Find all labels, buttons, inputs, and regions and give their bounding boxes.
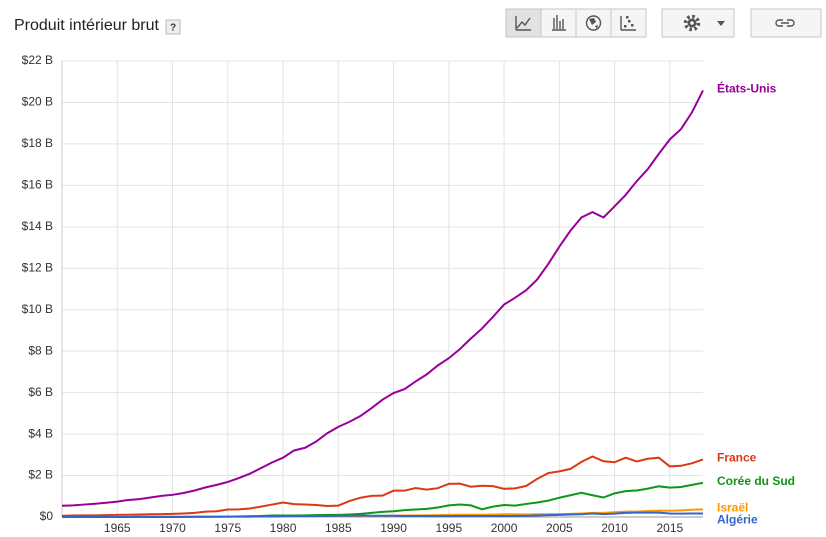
y-tick-label: $20 B [22,95,53,109]
y-tick-label: $6 B [28,385,53,399]
x-tick-label: 1980 [270,521,297,532]
x-tick-label: 1990 [380,521,407,532]
globe-land [589,18,598,29]
x-tick-label: 2015 [656,521,683,532]
help-button[interactable]: ? [165,19,181,35]
series-label: Algérie [717,513,758,527]
x-tick-label: 1970 [159,521,186,532]
gear-hole [690,21,694,25]
y-tick-label: $10 B [22,302,53,316]
y-tick-label: $16 B [22,178,53,192]
bar-view-button[interactable] [540,8,577,38]
plot-area: $0 $2 B $4 B $6 B $8 B $10 B $12 B $14 B $16 B $1… [22,53,795,535]
line-icon [515,16,531,31]
series-label: Corée du Sud [717,474,795,488]
view-toolbar [505,8,822,38]
y-tick-label: $2 B [28,468,53,482]
globe-icon [585,15,602,31]
y-tick-label: $14 B [22,219,53,233]
x-tick-label: 1995 [435,521,462,532]
bar-icon [552,15,566,31]
x-tick-label: 2010 [601,521,628,532]
series-label: États-Unis [717,81,777,96]
x-tick-label: 1985 [325,521,352,532]
x-tick-label: 1965 [104,521,131,532]
x-tick-label: 2000 [491,521,518,532]
link-icon [775,19,795,27]
help-box [165,19,181,35]
x-tick-label: 1975 [214,521,241,532]
chart-title: Produit intérieur brut [14,17,160,34]
y-tick-label: $12 B [22,260,53,274]
series-label: Israël [717,501,748,515]
help-text: ? [170,23,176,34]
series-line [62,511,703,518]
y-tick-label: $4 B [28,426,53,440]
scatter-view-button[interactable] [610,8,647,38]
scatter-axes [620,16,636,31]
scatter-dots [624,16,634,28]
series-line [61,455,704,517]
dropdown-arrow [717,21,725,26]
series-line [61,89,704,507]
series-label: France [717,451,757,465]
y-tick-label: $8 B [28,343,53,357]
gear-teeth [683,14,701,32]
y-tick-label: $22 B [22,53,53,67]
y-tick-label: $18 B [22,136,53,150]
y-tick-label: $0 [40,509,54,523]
x-tick-label: 2005 [546,521,573,532]
